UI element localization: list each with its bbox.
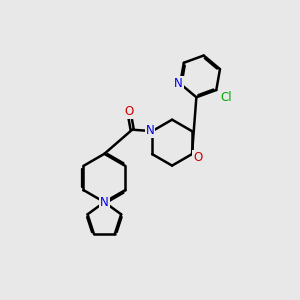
Text: N: N <box>100 196 109 208</box>
Text: N: N <box>146 124 154 137</box>
Text: N: N <box>174 77 183 90</box>
Text: O: O <box>124 105 134 118</box>
Text: Cl: Cl <box>220 91 232 104</box>
Text: O: O <box>193 151 202 164</box>
